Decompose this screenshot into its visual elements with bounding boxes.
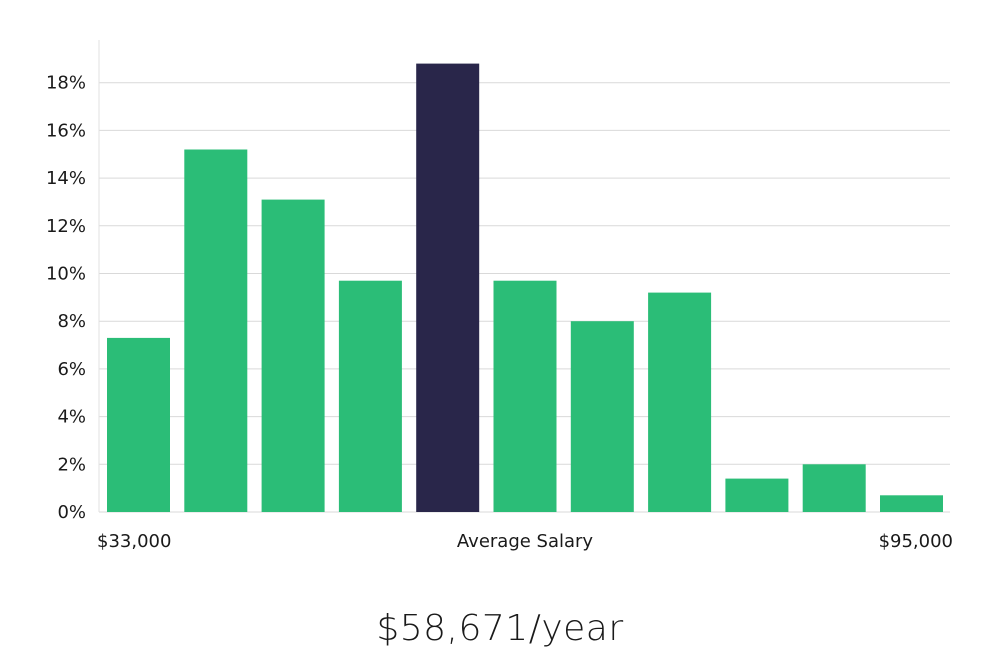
- salary-histogram: 0% 2% 4% 6% 8% 10% 12% 14% 16% 18% $33,000 Averag…: [46, 40, 953, 552]
- average-salary-caption: $58,671/year: [376, 608, 624, 649]
- bar-average: [416, 63, 480, 512]
- y-tick-label: 4%: [57, 407, 86, 428]
- y-tick-label: 16%: [46, 120, 86, 141]
- bar: [570, 321, 634, 512]
- y-tick-label: 2%: [57, 454, 86, 475]
- y-tick-label: 18%: [46, 73, 86, 94]
- bar: [107, 337, 170, 512]
- y-tick-label: 10%: [46, 264, 86, 285]
- bar: [802, 464, 866, 512]
- bar: [648, 292, 712, 512]
- x-label-max: $95,000: [879, 531, 953, 552]
- y-tick-label: 6%: [57, 359, 86, 380]
- x-label-min: $33,000: [97, 531, 171, 552]
- bar: [880, 495, 943, 512]
- bar: [261, 199, 325, 512]
- bar: [338, 280, 402, 512]
- bars: [107, 63, 943, 512]
- y-tick-label: 14%: [46, 168, 86, 189]
- y-tick-label: 0%: [57, 502, 86, 523]
- x-label-average: Average Salary: [457, 531, 594, 552]
- y-axis-ticks: 0% 2% 4% 6% 8% 10% 12% 14% 16% 18%: [46, 73, 86, 523]
- y-tick-label: 12%: [46, 216, 86, 237]
- y-tick-label: 8%: [57, 311, 86, 332]
- bar: [493, 280, 557, 512]
- bar: [725, 478, 789, 512]
- bar: [184, 149, 248, 512]
